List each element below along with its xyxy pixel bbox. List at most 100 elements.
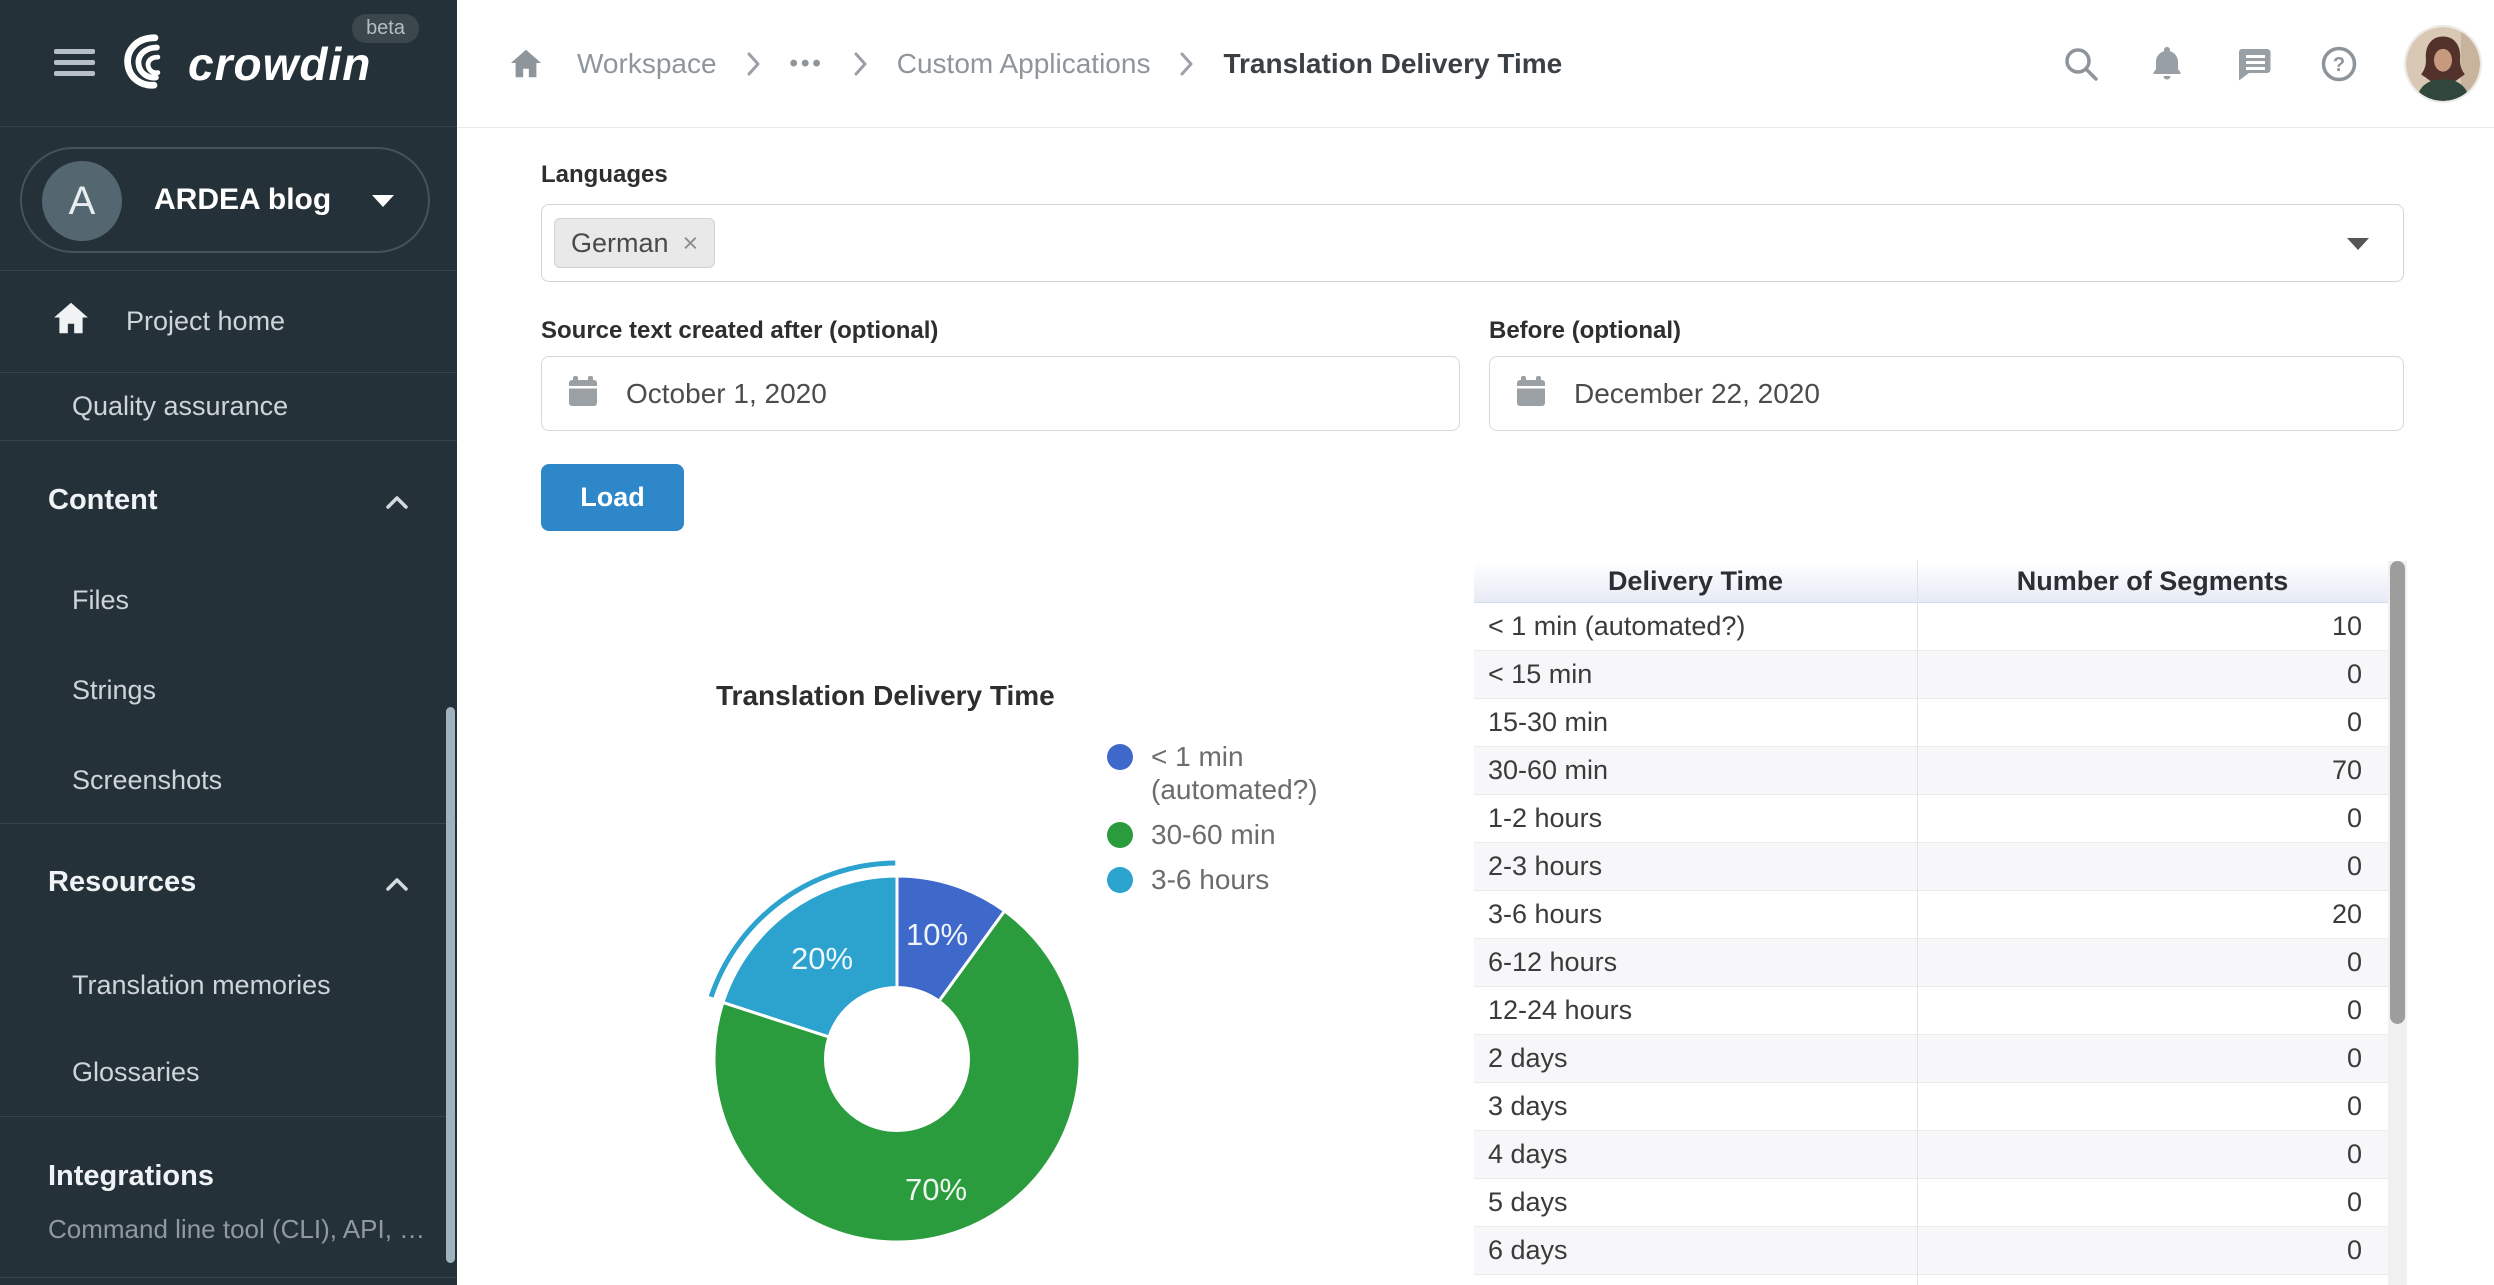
- crowdin-swirl-icon: [122, 32, 184, 95]
- legend-item-3-6hours[interactable]: 3-6 hours: [1107, 863, 1318, 896]
- segments-table: Delivery Time Number of Segments < 1 min…: [1474, 561, 2407, 1285]
- beta-badge: beta: [352, 14, 419, 43]
- chevron-down-icon: [2347, 238, 2369, 250]
- remove-tag-icon[interactable]: ×: [682, 227, 699, 258]
- table-row[interactable]: < 15 min 0: [1474, 651, 2407, 699]
- legend-dot-green: [1107, 822, 1133, 848]
- table-row[interactable]: 2-3 hours 0: [1474, 843, 2407, 891]
- chevron-up-icon: [386, 866, 408, 899]
- table-row[interactable]: < 1 min (automated?) 10: [1474, 603, 2407, 651]
- breadcrumb: Workspace ••• Custom Applications Transl…: [505, 43, 1562, 85]
- column-header-delivery-time[interactable]: Delivery Time: [1607, 566, 1784, 596]
- chevron-down-icon: [372, 195, 394, 207]
- divider: [0, 372, 457, 373]
- user-avatar[interactable]: [2404, 24, 2482, 103]
- sidebar-header: crowdin beta: [0, 0, 457, 127]
- section-label: Content: [48, 483, 158, 516]
- breadcrumb-ellipsis[interactable]: •••: [789, 49, 824, 77]
- sidebar-item-project-home[interactable]: Project home: [0, 271, 457, 372]
- section-label: Integrations: [48, 1159, 214, 1192]
- languages-label: Languages: [541, 161, 668, 188]
- language-tag-german[interactable]: German ×: [554, 218, 716, 268]
- breadcrumb-custom-applications[interactable]: Custom Applications: [896, 47, 1151, 79]
- after-date-value: October 1, 2020: [626, 377, 827, 409]
- after-date-label: Source text created after (optional): [541, 317, 939, 344]
- legend-item-lt-1min[interactable]: < 1 min (automated?): [1107, 740, 1318, 806]
- slice-label-20: 20%: [791, 941, 853, 976]
- legend-dot-cyan: [1107, 867, 1133, 893]
- sidebar-item-strings[interactable]: Strings: [0, 668, 457, 712]
- table-row[interactable]: 3-6 hours 20: [1474, 891, 2407, 939]
- sidebar-item-label: Translation memories: [72, 969, 331, 1000]
- help-icon[interactable]: ?: [2318, 43, 2360, 85]
- project-name: ARDEA blog: [154, 183, 332, 216]
- sidebar-scrollbar[interactable]: [446, 707, 455, 1263]
- chevron-right-icon: [1180, 52, 1193, 75]
- sidebar-item-label: Quality assurance: [72, 390, 289, 421]
- sidebar-item-translation-memories[interactable]: Translation memories: [0, 963, 457, 1007]
- table-row[interactable]: 3 days 0: [1474, 1083, 2407, 1131]
- before-date-value: December 22, 2020: [1574, 377, 1820, 409]
- crowdin-logo[interactable]: crowdin: [122, 32, 371, 95]
- notifications-bell-icon[interactable]: [2146, 43, 2188, 85]
- slice-label-10: 10%: [906, 917, 968, 952]
- svg-text:?: ?: [2333, 54, 2345, 76]
- divider: [0, 440, 457, 441]
- table-row[interactable]: 1-2 hours 0: [1474, 795, 2407, 843]
- chevron-up-icon: [386, 484, 408, 517]
- column-header-number-of-segments[interactable]: Number of Segments: [2016, 566, 2289, 596]
- search-icon[interactable]: [2060, 43, 2102, 85]
- project-avatar: A: [42, 161, 122, 241]
- sidebar-section-integrations[interactable]: Integrations: [0, 1146, 457, 1206]
- topbar: Workspace ••• Custom Applications Transl…: [457, 0, 2494, 128]
- menu-icon[interactable]: [54, 49, 95, 82]
- sidebar-item-quality-assurance[interactable]: Quality assurance: [0, 372, 457, 440]
- donut-hole: [824, 986, 970, 1132]
- divider: [0, 823, 457, 824]
- sidebar: crowdin beta A ARDEA blog Project home Q…: [0, 0, 457, 1285]
- table-scrollbar[interactable]: [2388, 561, 2407, 1285]
- slice-highlight-ring: [708, 860, 896, 998]
- sidebar-item-glossaries[interactable]: Glossaries: [0, 1050, 457, 1094]
- sidebar-section-resources[interactable]: Resources: [0, 852, 457, 912]
- chevron-right-icon: [854, 52, 867, 75]
- chevron-right-icon: [747, 52, 760, 75]
- sidebar-item-screenshots[interactable]: Screenshots: [0, 758, 457, 802]
- main-content: Languages German × Source text created a…: [457, 128, 2494, 1285]
- table-row[interactable]: 30-60 min 70: [1474, 747, 2407, 795]
- after-date-input[interactable]: October 1, 2020: [541, 356, 1460, 431]
- breadcrumb-workspace[interactable]: Workspace: [577, 47, 717, 79]
- delivery-time-donut-chart[interactable]: 10% 70% 20%: [697, 859, 1097, 1259]
- table-row[interactable]: 15-30 min 0: [1474, 699, 2407, 747]
- sidebar-item-label: Files: [72, 584, 130, 615]
- messages-icon[interactable]: [2232, 43, 2274, 85]
- legend-dot-blue: [1107, 744, 1133, 770]
- legend-item-30-60min[interactable]: 30-60 min: [1107, 818, 1318, 851]
- divider: [0, 1116, 457, 1117]
- sidebar-item-label: Screenshots: [72, 764, 223, 795]
- sidebar-item-label: Glossaries: [72, 1056, 200, 1087]
- before-date-label: Before (optional): [1489, 317, 1681, 344]
- table-row[interactable]: 4 days 0: [1474, 1131, 2407, 1179]
- sidebar-item-files[interactable]: Files: [0, 578, 457, 622]
- sidebar-item-cli-api[interactable]: Command line tool (CLI), API, …: [48, 1214, 426, 1244]
- table-scrollbar-thumb[interactable]: [2390, 561, 2405, 1024]
- chart-title: Translation Delivery Time: [716, 680, 1055, 711]
- table-row[interactable]: 6-12 hours 0: [1474, 939, 2407, 987]
- load-button[interactable]: Load: [541, 464, 684, 531]
- breadcrumb-current-page: Translation Delivery Time: [1223, 47, 1563, 79]
- project-selector[interactable]: A ARDEA blog: [20, 147, 430, 253]
- workspace-home-icon[interactable]: [505, 43, 547, 85]
- table-row[interactable]: 5 days 0: [1474, 1179, 2407, 1227]
- sidebar-section-content[interactable]: Content: [0, 470, 457, 530]
- sidebar-item-label: Strings: [72, 674, 157, 705]
- languages-select[interactable]: German ×: [541, 204, 2404, 282]
- table-row[interactable]: 12-24 hours 0: [1474, 987, 2407, 1035]
- calendar-icon: [1516, 375, 1546, 412]
- table-row[interactable]: 6 days 0: [1474, 1227, 2407, 1275]
- table-row[interactable]: 2 days 0: [1474, 1035, 2407, 1083]
- section-label: Resources: [48, 865, 197, 898]
- before-date-input[interactable]: December 22, 2020: [1489, 356, 2404, 431]
- table-header-row: Delivery Time Number of Segments: [1474, 561, 2407, 603]
